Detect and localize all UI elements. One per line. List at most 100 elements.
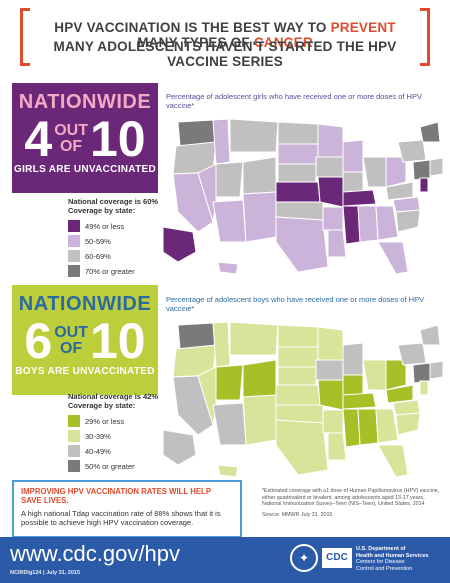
map-state (162, 429, 197, 466)
girls-legend-row: 60-69% (68, 250, 178, 262)
map-state (419, 121, 441, 143)
girls-legend-sub: Coverage by state: (68, 206, 136, 215)
boys-legend: National coverage is 42% Coverage by stat… (68, 392, 178, 475)
map-state (342, 392, 377, 410)
map-state (377, 241, 409, 275)
girls-legend-coverage: National coverage is 60% (68, 197, 159, 206)
map-state (212, 118, 231, 165)
legend-swatch (68, 445, 80, 457)
boys-legend-coverage: National coverage is 42% (68, 392, 159, 401)
map-state (217, 464, 239, 478)
legend-label: 30-39% (85, 431, 111, 441)
map-state (375, 408, 399, 444)
girls-legend-title: National coverage is 60% Coverage by stat… (68, 197, 178, 215)
legend-label: 29% or less (85, 416, 125, 426)
map-state (317, 123, 344, 158)
boys-legend-row: 30-39% (68, 430, 178, 442)
cdc-hpv-link[interactable]: www.cdc.gov/hpv (10, 541, 180, 566)
map-state (277, 346, 319, 368)
map-state (162, 226, 197, 263)
legend-swatch (68, 430, 80, 442)
girls-us-map (162, 118, 444, 275)
hhs-cdc-text: U.S. Department of Health and Human Serv… (356, 546, 450, 572)
map-state (429, 157, 444, 177)
map-state (242, 359, 277, 398)
map-state (277, 121, 319, 145)
map-state (229, 118, 279, 153)
map-state (212, 199, 247, 243)
legend-label: 50-59% (85, 236, 111, 246)
map-state (395, 412, 421, 436)
girls-of: OF (59, 138, 83, 155)
map-state (397, 342, 427, 366)
boys-map-title: Percentage of adolescent boys who have r… (166, 295, 425, 313)
map-state (412, 159, 431, 181)
legend-label: 60-69% (85, 251, 111, 261)
girls-legend-row: 70% or greater (68, 265, 178, 277)
map-state (342, 408, 361, 448)
map-state (212, 161, 244, 198)
headline-highlight-prevent: PREVENT (330, 20, 396, 35)
map-state (315, 359, 344, 381)
callout-body: A high national Tdap vaccination rate of… (21, 509, 221, 527)
map-state (362, 156, 387, 188)
legend-swatch (68, 460, 80, 472)
map-state (327, 432, 347, 461)
map-state (375, 205, 399, 241)
map-state (327, 229, 347, 258)
girls-legend-row: 50-59% (68, 235, 178, 247)
map-state (385, 156, 407, 188)
map-state (212, 364, 244, 401)
girls-stat-panel: NATIONWIDE 4 OUT OF 10 GIRLS ARE UNVACCIN… (12, 83, 158, 193)
headline-text-b: MANY TYPES OF (137, 35, 254, 50)
headline-line-2: MANY ADOLESCENTS HAVEN'T STARTED THE HPV… (53, 39, 397, 69)
map-state (342, 374, 364, 396)
map-state (419, 177, 429, 193)
map-state (395, 209, 421, 233)
boys-legend-row: 50% or greater (68, 460, 178, 472)
map-state (429, 360, 444, 380)
legend-swatch (68, 250, 80, 262)
map-state (342, 139, 364, 173)
map-state (277, 163, 317, 183)
map-state (392, 399, 421, 416)
map-state (342, 205, 361, 245)
map-state (277, 324, 319, 348)
map-state (392, 196, 421, 213)
map-state (412, 362, 431, 384)
publication-code: NCIRDlg124 | July 31, 2015 (10, 570, 81, 576)
headline-line-1: HPV VACCINATION IS THE BEST WAY TO PREVE… (36, 20, 414, 50)
map-state (242, 191, 277, 243)
boys-stat-panel: NATIONWIDE 6 OUT OF 10 BOYS ARE UNVACCINA… (12, 285, 158, 395)
boys-legend-sub: Coverage by state: (68, 401, 136, 410)
map-state (362, 359, 387, 391)
legend-label: 50% or greater (85, 461, 135, 471)
boys-of: OF (59, 340, 83, 357)
callout-title: IMPROVING HPV VACCINATION RATES WILL HEL… (21, 487, 211, 505)
map-state (172, 172, 214, 233)
girls-map-title: Percentage of adolescent girls who have … (166, 92, 422, 110)
dept-line-1: U.S. Department of (356, 546, 406, 552)
dept-line-3: Centers for Disease (356, 559, 405, 565)
footnote: *Estimated coverage with ≥1 dose of Huma… (262, 488, 442, 518)
legend-label: 40-49% (85, 446, 111, 456)
map-state (385, 384, 414, 404)
footer-bar (0, 537, 450, 583)
map-state (385, 181, 414, 201)
map-state (377, 444, 409, 478)
map-state (275, 181, 321, 203)
girls-stat-number: 4 (24, 111, 53, 167)
map-state (419, 380, 429, 396)
headline-text-a: HPV VACCINATION IS THE BEST WAY TO (54, 20, 331, 35)
map-state (397, 139, 427, 163)
map-state (212, 402, 247, 446)
map-state (217, 261, 239, 275)
girls-stat: 4 OUT OF 10 (12, 114, 158, 164)
map-state (322, 409, 344, 434)
girls-out: OUT (54, 122, 88, 139)
legend-label: 49% or less (85, 221, 125, 231)
girls-out-of: OUT OF (54, 123, 88, 155)
map-state (342, 171, 364, 193)
map-state (317, 326, 344, 361)
map-state (229, 321, 279, 356)
